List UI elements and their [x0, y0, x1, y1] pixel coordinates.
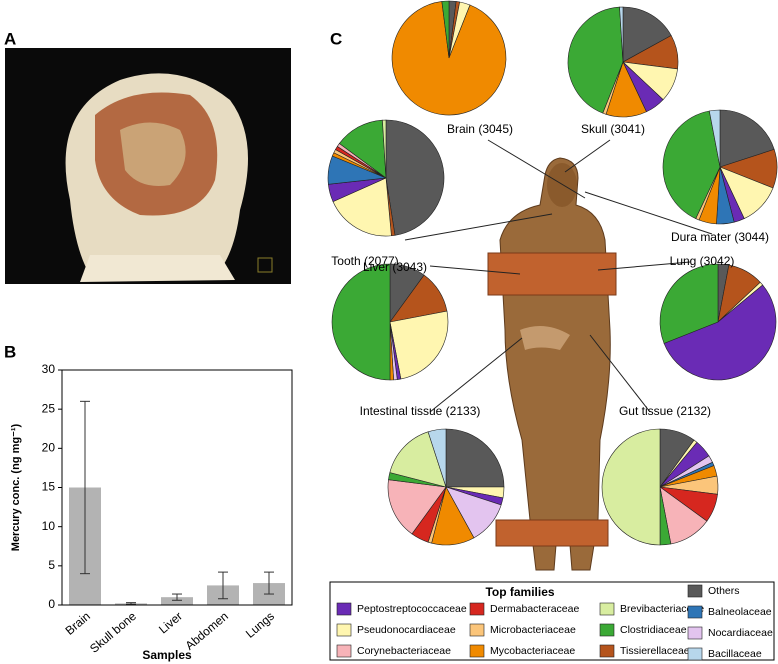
y-tick-label: 10	[42, 519, 56, 533]
pie-title: Brain (3045)	[447, 122, 513, 136]
plot-frame	[61, 369, 293, 606]
y-tick-label: 20	[42, 441, 56, 455]
panel-label: B	[4, 342, 16, 361]
legend-swatch	[336, 644, 352, 658]
pie-slice	[659, 263, 719, 344]
legend-label: Clostridiaceae	[620, 624, 687, 636]
pie-slice	[382, 119, 387, 179]
legend-swatch	[687, 605, 703, 619]
legend-label: Microbacteriaceae	[490, 624, 576, 636]
legend-swatch	[336, 602, 352, 616]
y-axis-title: Mercury conc. (ng mg⁻¹)	[10, 423, 22, 551]
pie-slice	[441, 0, 450, 59]
pie-slice	[389, 431, 447, 488]
legend-swatch	[687, 584, 703, 598]
leader-line	[404, 213, 553, 241]
legend-swatch	[469, 602, 485, 616]
legend-swatch	[687, 647, 703, 661]
legend-swatch	[336, 623, 352, 637]
legend-label: Bacillaceae	[708, 648, 762, 660]
x-tick-label: Abdomen	[183, 609, 231, 653]
legend-label: Mycobacteriaceae	[490, 645, 575, 657]
legend-label: Balneolaceae	[708, 606, 772, 618]
y-tick-label: 0	[48, 597, 55, 611]
pie-slice	[391, 1, 507, 116]
pie-title: Dura mater (3044)	[671, 230, 769, 244]
pie-slice	[332, 177, 392, 237]
leader-line	[429, 265, 521, 275]
leader-line	[584, 191, 713, 235]
pie-title: Lung (3042)	[670, 254, 735, 268]
pie-slice	[662, 110, 721, 219]
pie-slice	[385, 119, 445, 236]
pie-slice	[445, 428, 505, 488]
bar	[161, 597, 193, 605]
leader-line	[589, 334, 651, 413]
legend-label: Brevibacteriaceae	[620, 603, 704, 615]
legend-swatch	[469, 644, 485, 658]
pie-slice	[601, 428, 661, 546]
x-tick-label: Brain	[63, 609, 93, 638]
leader-line	[429, 337, 523, 413]
mummy-image	[487, 157, 617, 571]
pie-title: Intestinal tissue (2133)	[360, 404, 481, 418]
legend-swatch	[469, 623, 485, 637]
y-tick-label: 5	[48, 558, 55, 572]
pie-slice	[663, 284, 777, 381]
pie-slice	[619, 6, 624, 63]
leader-line	[597, 261, 691, 271]
legend-label: Others	[708, 585, 740, 597]
x-tick-label: Skull bone	[87, 609, 139, 656]
legend-title: Top families	[485, 585, 554, 599]
x-tick-label: Liver	[156, 609, 185, 636]
legend-label: Peptostreptococcaceae	[357, 603, 467, 615]
pie-title: Gut tissue (2132)	[619, 404, 711, 418]
legend-swatch	[687, 626, 703, 640]
pie-slice	[622, 6, 672, 63]
pie-slice	[567, 6, 624, 114]
legend-label: Nocardiaceae	[708, 627, 773, 639]
panel-label: A	[4, 29, 16, 48]
y-tick-label: 30	[42, 362, 56, 376]
pie-title: Liver (3043)	[363, 260, 427, 274]
legend-label: Corynebacteriaceae	[357, 645, 451, 657]
y-tick-label: 15	[42, 480, 56, 494]
legend-swatch	[599, 644, 615, 658]
leader-line	[564, 139, 611, 173]
x-tick-label: Lungs	[243, 609, 277, 641]
pie-slice	[331, 263, 391, 381]
pie-slice	[427, 428, 447, 488]
pie-title: Skull (3041)	[581, 122, 645, 136]
panel-label: C	[330, 29, 342, 48]
y-tick-label: 25	[42, 401, 56, 415]
pie-slice	[387, 479, 447, 535]
legend-swatch	[599, 602, 615, 616]
legend-label: Dermabacteraceae	[490, 603, 579, 615]
legend-swatch	[599, 623, 615, 637]
pie-slice	[719, 109, 775, 168]
skull-image	[5, 48, 291, 284]
x-axis-title: Samples	[142, 648, 192, 662]
legend-label: Tissierellaceae	[620, 645, 690, 657]
pie-slice	[389, 310, 449, 380]
leader-line	[487, 139, 586, 199]
pie-slice	[708, 109, 721, 168]
legend-label: Pseudonocardiaceae	[357, 624, 456, 636]
